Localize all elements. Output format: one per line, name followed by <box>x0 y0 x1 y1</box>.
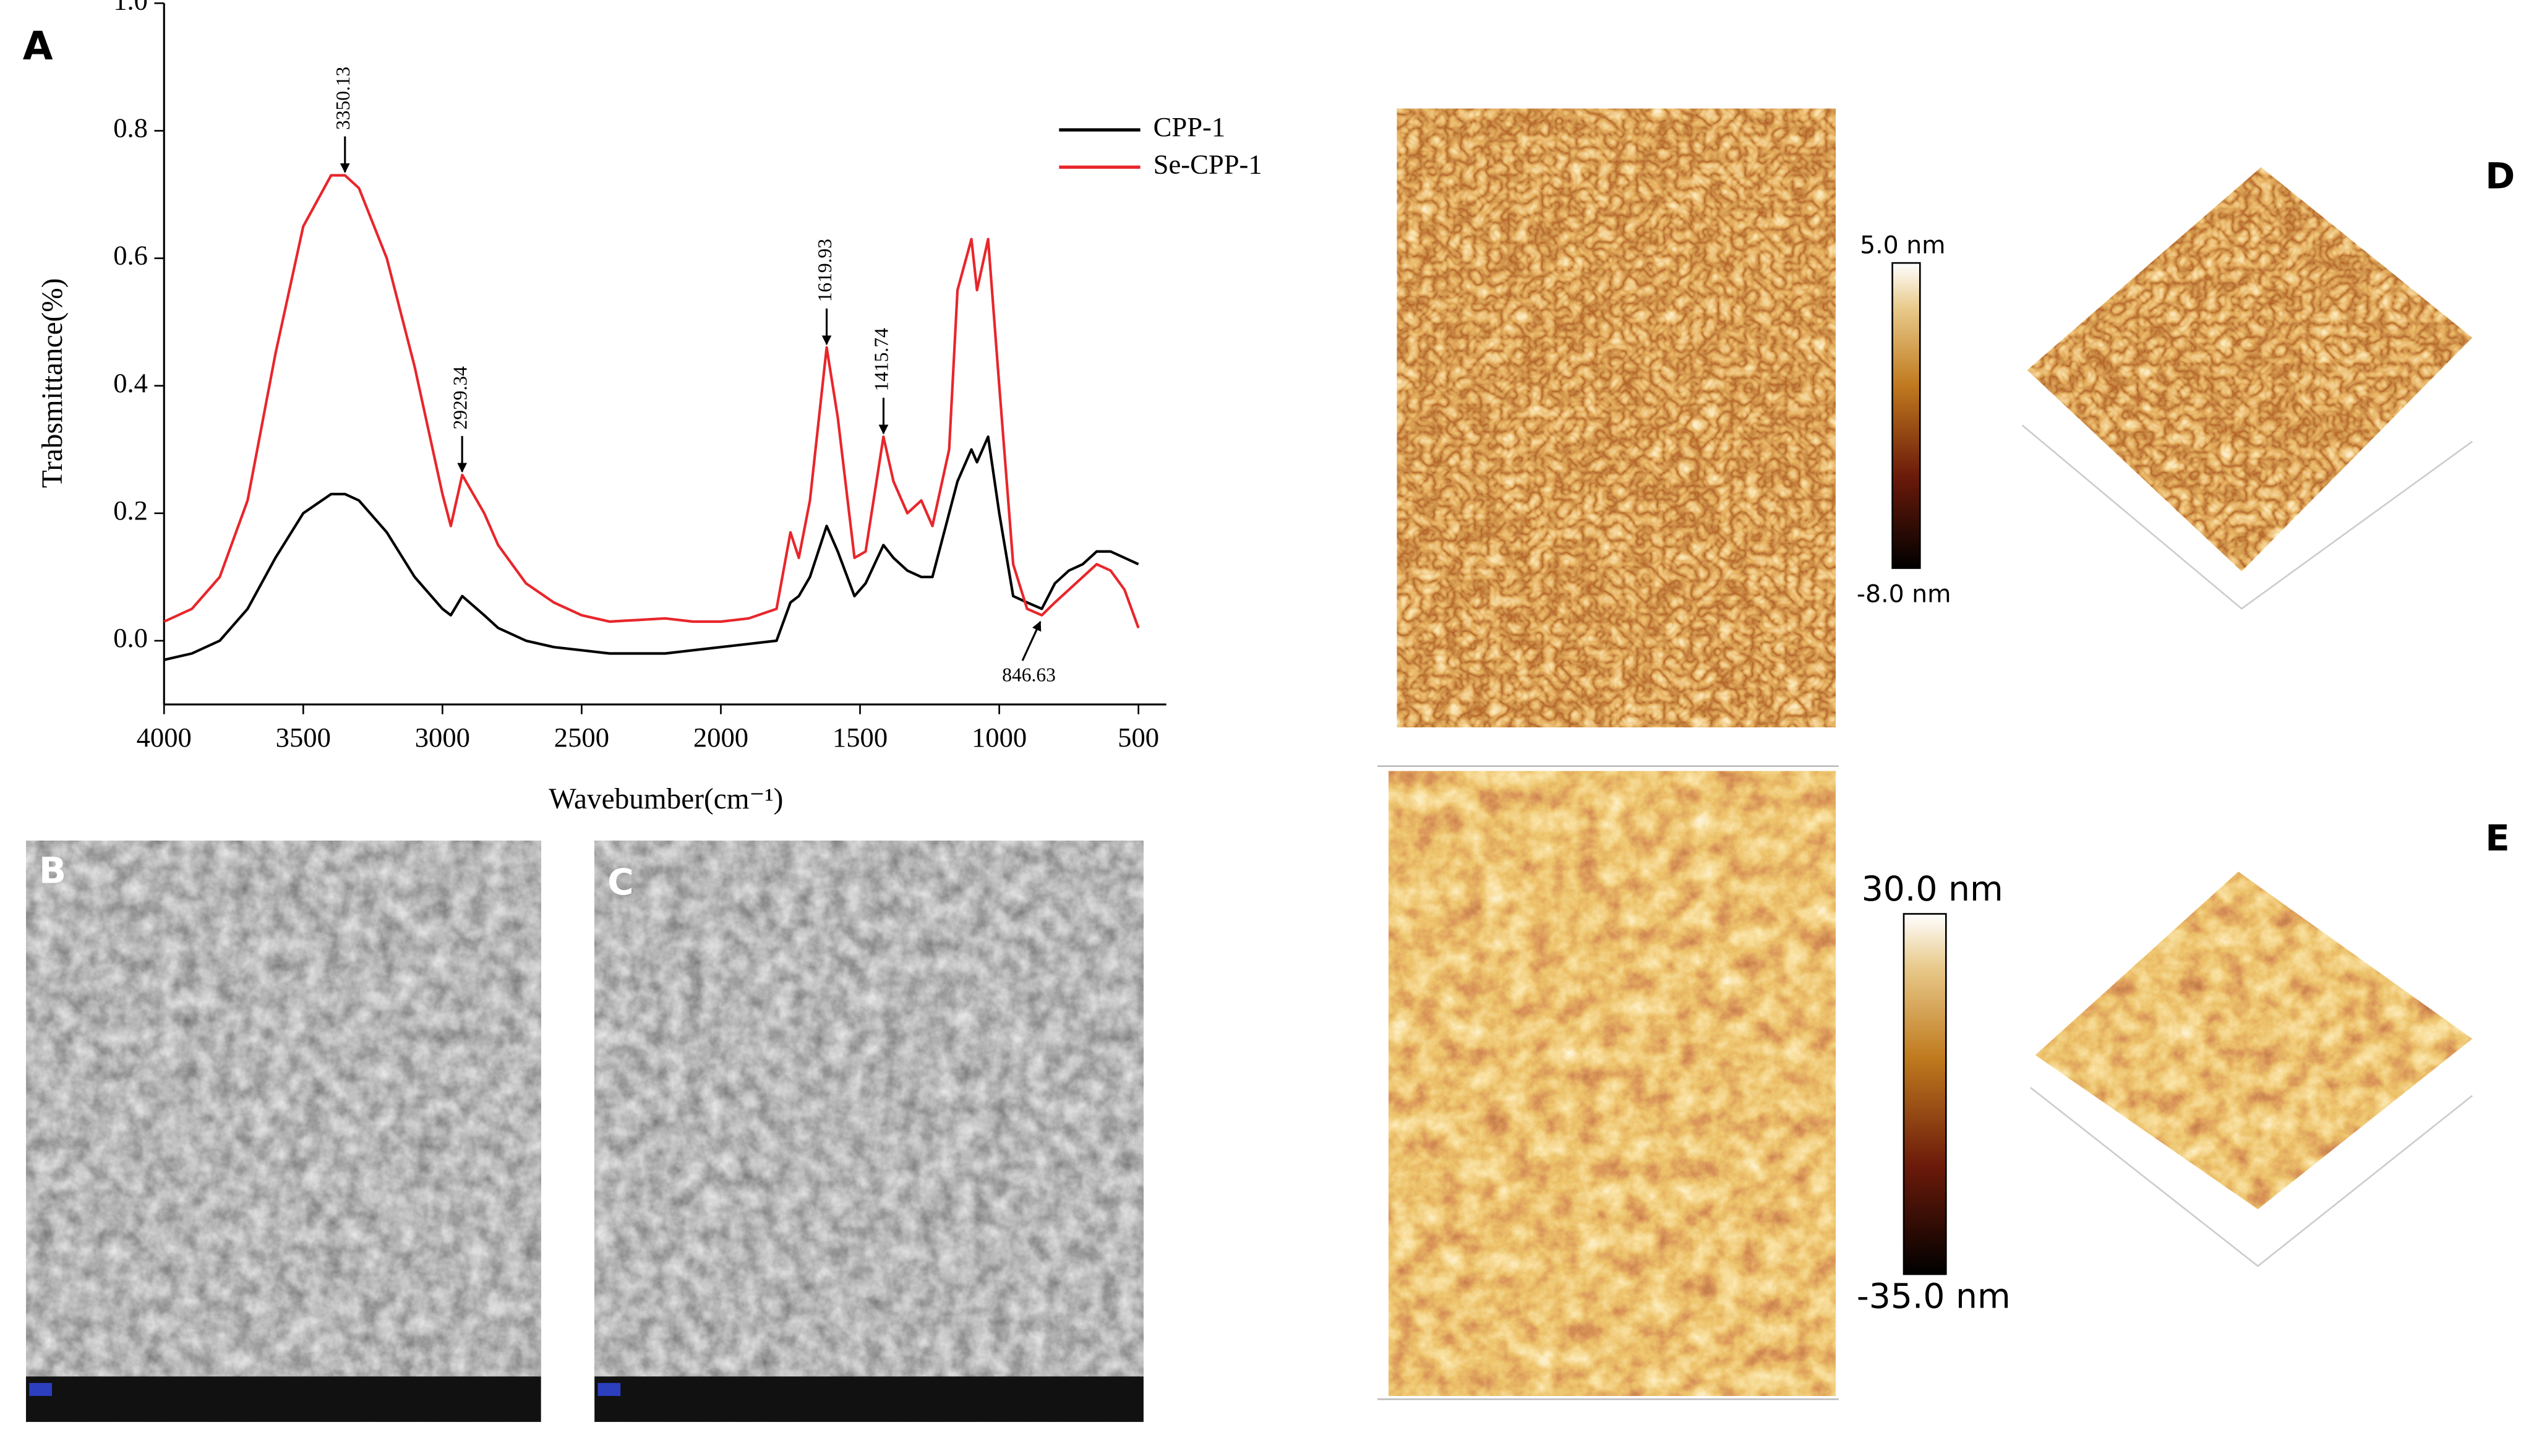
x-tick-label: 3000 <box>415 722 470 753</box>
afm-image-d <box>1397 108 1836 727</box>
x-tick-label: 1000 <box>972 722 1027 753</box>
surface <box>2035 871 2473 1210</box>
sem-logo <box>29 1382 53 1396</box>
peak-label: 1619.93 <box>814 239 836 302</box>
color-bar-min: -35.0 nm <box>1857 1277 2011 1317</box>
color-bar-max: 5.0 nm <box>1860 231 1945 259</box>
peak-arrow <box>1021 620 1042 661</box>
x-tick-label: 500 <box>1118 722 1159 753</box>
y-tick-label: 0.4 <box>113 367 148 398</box>
peak-label: 2929.34 <box>449 366 471 430</box>
x-tick-label: 2000 <box>693 722 748 753</box>
y-axis-label: Trabsmittance(%) <box>36 278 69 488</box>
surface <box>2027 167 2473 572</box>
legend-label: Se-CPP-1 <box>1154 149 1262 180</box>
series-line <box>163 174 1140 628</box>
panel-label: C <box>607 861 633 903</box>
peak-label: 3350.13 <box>332 67 354 130</box>
afm-3d-d <box>2021 167 2473 610</box>
y-tick-label: 0.0 <box>113 622 148 653</box>
peak-label: 1415.74 <box>871 328 892 392</box>
color-bar <box>1903 913 1947 1275</box>
x-axis-label: Wavebumber(cm⁻¹) <box>549 783 783 815</box>
panel-label: E <box>2485 817 2509 859</box>
x-tick-label: 1500 <box>833 722 888 753</box>
y-tick-label: 0.6 <box>113 240 148 271</box>
legend-label: CPP-1 <box>1154 111 1226 142</box>
color-bar-min: -8.0 nm <box>1857 580 1951 609</box>
y-tick-label: 0.8 <box>113 113 148 143</box>
axis-box <box>2030 1087 2473 1267</box>
panel-label: A <box>23 24 53 69</box>
y-tick-label: 0.2 <box>113 495 148 526</box>
sem-image-b <box>26 841 541 1422</box>
sem-logo <box>597 1382 621 1396</box>
color-bar <box>1891 262 1921 569</box>
x-tick-label: 2500 <box>554 722 609 753</box>
sem-texture <box>594 841 1144 1422</box>
panel-label: B <box>39 850 66 892</box>
x-tick-label: 3500 <box>276 722 331 753</box>
x-tick-label: 4000 <box>137 722 192 753</box>
y-tick-label: 1.0 <box>113 0 148 15</box>
sem-image-c <box>594 841 1144 1422</box>
ftir-chart: 4000 3500 3000 2500 2000 1500 1000 500 0.0 0.2 0.4… <box>113 0 1262 753</box>
sem-info-bar <box>594 1376 1144 1422</box>
afm-3d-e <box>2030 871 2473 1267</box>
series-line <box>163 435 1139 661</box>
afm-image-e <box>1389 771 1836 1396</box>
peak-label: 846.63 <box>1002 664 1056 686</box>
panel-label: D <box>2485 155 2515 197</box>
sem-texture <box>26 841 541 1422</box>
axis-box <box>2021 424 2473 610</box>
sem-info-bar <box>26 1376 541 1422</box>
color-bar-max: 30.0 nm <box>1862 870 2003 909</box>
